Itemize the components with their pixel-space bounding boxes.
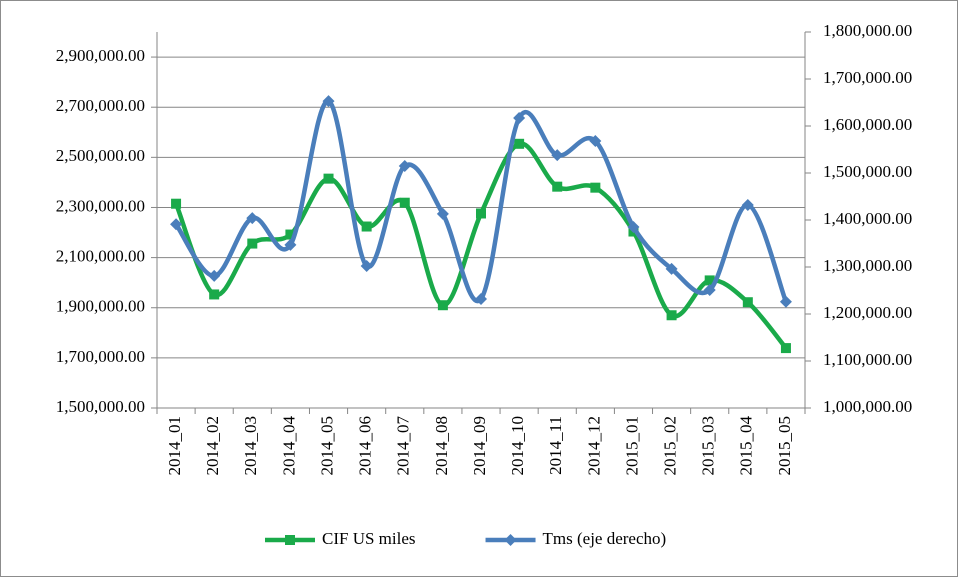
y-tick-label: 2,500,000.00 — [56, 146, 145, 165]
y2-tick-label: 1,000,000.00 — [823, 397, 912, 416]
y-tick-label: 1,900,000.00 — [56, 297, 145, 316]
series-marker — [284, 238, 297, 251]
x-tick-label: 2014_05 — [317, 416, 336, 476]
series-marker — [741, 198, 754, 211]
x-tick-label: 2014_09 — [470, 416, 489, 476]
series-marker — [208, 269, 221, 282]
x-tick-label: 2014_07 — [394, 416, 413, 476]
x-tick-label: 2014_11 — [546, 416, 565, 475]
x-tick-label: 2014_04 — [279, 416, 298, 476]
series-marker — [627, 221, 640, 234]
y-tick-label: 1,500,000.00 — [56, 397, 145, 416]
series-marker — [398, 159, 411, 172]
series-marker — [666, 310, 677, 321]
x-tick-label: 2014_08 — [432, 416, 451, 476]
series-marker — [437, 300, 448, 311]
series-marker — [209, 289, 220, 300]
y-tick-label: 2,300,000.00 — [56, 196, 145, 215]
series-marker — [360, 260, 373, 273]
y2-tick-label: 1,100,000.00 — [823, 350, 912, 369]
series-marker — [780, 343, 791, 354]
y2-tick-label: 1,200,000.00 — [823, 303, 912, 322]
series-marker — [171, 198, 182, 209]
series-marker — [399, 197, 410, 208]
series-marker — [513, 112, 526, 125]
x-tick-label: 2015_01 — [622, 416, 641, 476]
series-marker — [322, 95, 335, 108]
y2-tick-label: 1,800,000.00 — [823, 21, 912, 40]
series-marker — [589, 135, 602, 148]
x-tick-label: 2014_12 — [584, 416, 603, 476]
y2-tick-label: 1,400,000.00 — [823, 209, 912, 228]
y-tick-label: 2,900,000.00 — [56, 46, 145, 65]
x-tick-label: 2015_03 — [699, 416, 718, 476]
series-marker — [665, 262, 678, 275]
legend-label: CIF US miles — [322, 529, 416, 548]
series-marker — [475, 292, 487, 305]
series-marker — [590, 182, 601, 193]
series-marker — [476, 208, 486, 219]
legend-marker — [504, 534, 517, 546]
y-tick-label: 1,700,000.00 — [56, 347, 145, 366]
y2-tick-label: 1,600,000.00 — [823, 115, 912, 134]
x-tick-label: 2015_04 — [737, 416, 756, 476]
x-tick-label: 2014_06 — [356, 416, 375, 476]
y-tick-label: 2,700,000.00 — [56, 96, 145, 115]
series-marker — [704, 275, 715, 286]
series-marker — [323, 173, 334, 184]
x-tick-label: 2014_03 — [241, 416, 260, 476]
series-marker — [247, 238, 258, 249]
x-tick-label: 2014_01 — [165, 416, 184, 476]
series-marker — [552, 181, 563, 192]
series-marker — [514, 138, 525, 149]
y2-tick-label: 1,700,000.00 — [823, 68, 912, 87]
legend-label: Tms (eje derecho) — [543, 529, 667, 548]
series-marker — [779, 295, 792, 308]
series-marker — [703, 284, 716, 297]
series-marker — [246, 212, 259, 225]
series-marker — [551, 149, 564, 162]
y2-tick-label: 1,300,000.00 — [823, 256, 912, 275]
x-tick-label: 2014_10 — [508, 416, 527, 476]
series-marker — [742, 297, 753, 308]
y-tick-label: 2,100,000.00 — [56, 247, 145, 266]
series-marker — [285, 229, 296, 240]
y2-tick-label: 1,500,000.00 — [823, 162, 912, 181]
x-tick-label: 2015_02 — [660, 416, 679, 476]
x-tick-label: 2014_02 — [203, 416, 222, 476]
legend-marker — [285, 535, 295, 545]
series-marker — [436, 207, 449, 220]
series-marker — [170, 218, 183, 231]
x-tick-label: 2015_05 — [775, 416, 794, 476]
series-marker — [361, 221, 372, 232]
